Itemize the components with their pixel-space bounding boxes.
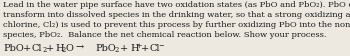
- Text: +: +: [23, 44, 31, 53]
- Text: Lead in the water pipe surface have two oxidation states (as PbO and PbO₂). PbO : Lead in the water pipe surface have two …: [3, 1, 350, 39]
- Text: H: H: [130, 44, 139, 53]
- Text: +: +: [120, 44, 128, 53]
- Text: +: +: [46, 44, 54, 53]
- Text: +: +: [136, 42, 141, 50]
- Text: 2: 2: [61, 46, 65, 54]
- Text: Cl: Cl: [150, 44, 161, 53]
- Text: Cl: Cl: [32, 44, 42, 53]
- Text: −: −: [158, 42, 163, 50]
- Text: PbO: PbO: [3, 44, 24, 53]
- Text: PbO: PbO: [95, 44, 116, 53]
- Text: 2: 2: [42, 46, 46, 54]
- Text: 2: 2: [114, 46, 118, 54]
- Text: H: H: [55, 44, 64, 53]
- Text: +: +: [141, 44, 149, 53]
- Text: →: →: [75, 44, 83, 53]
- Text: O: O: [65, 44, 73, 53]
